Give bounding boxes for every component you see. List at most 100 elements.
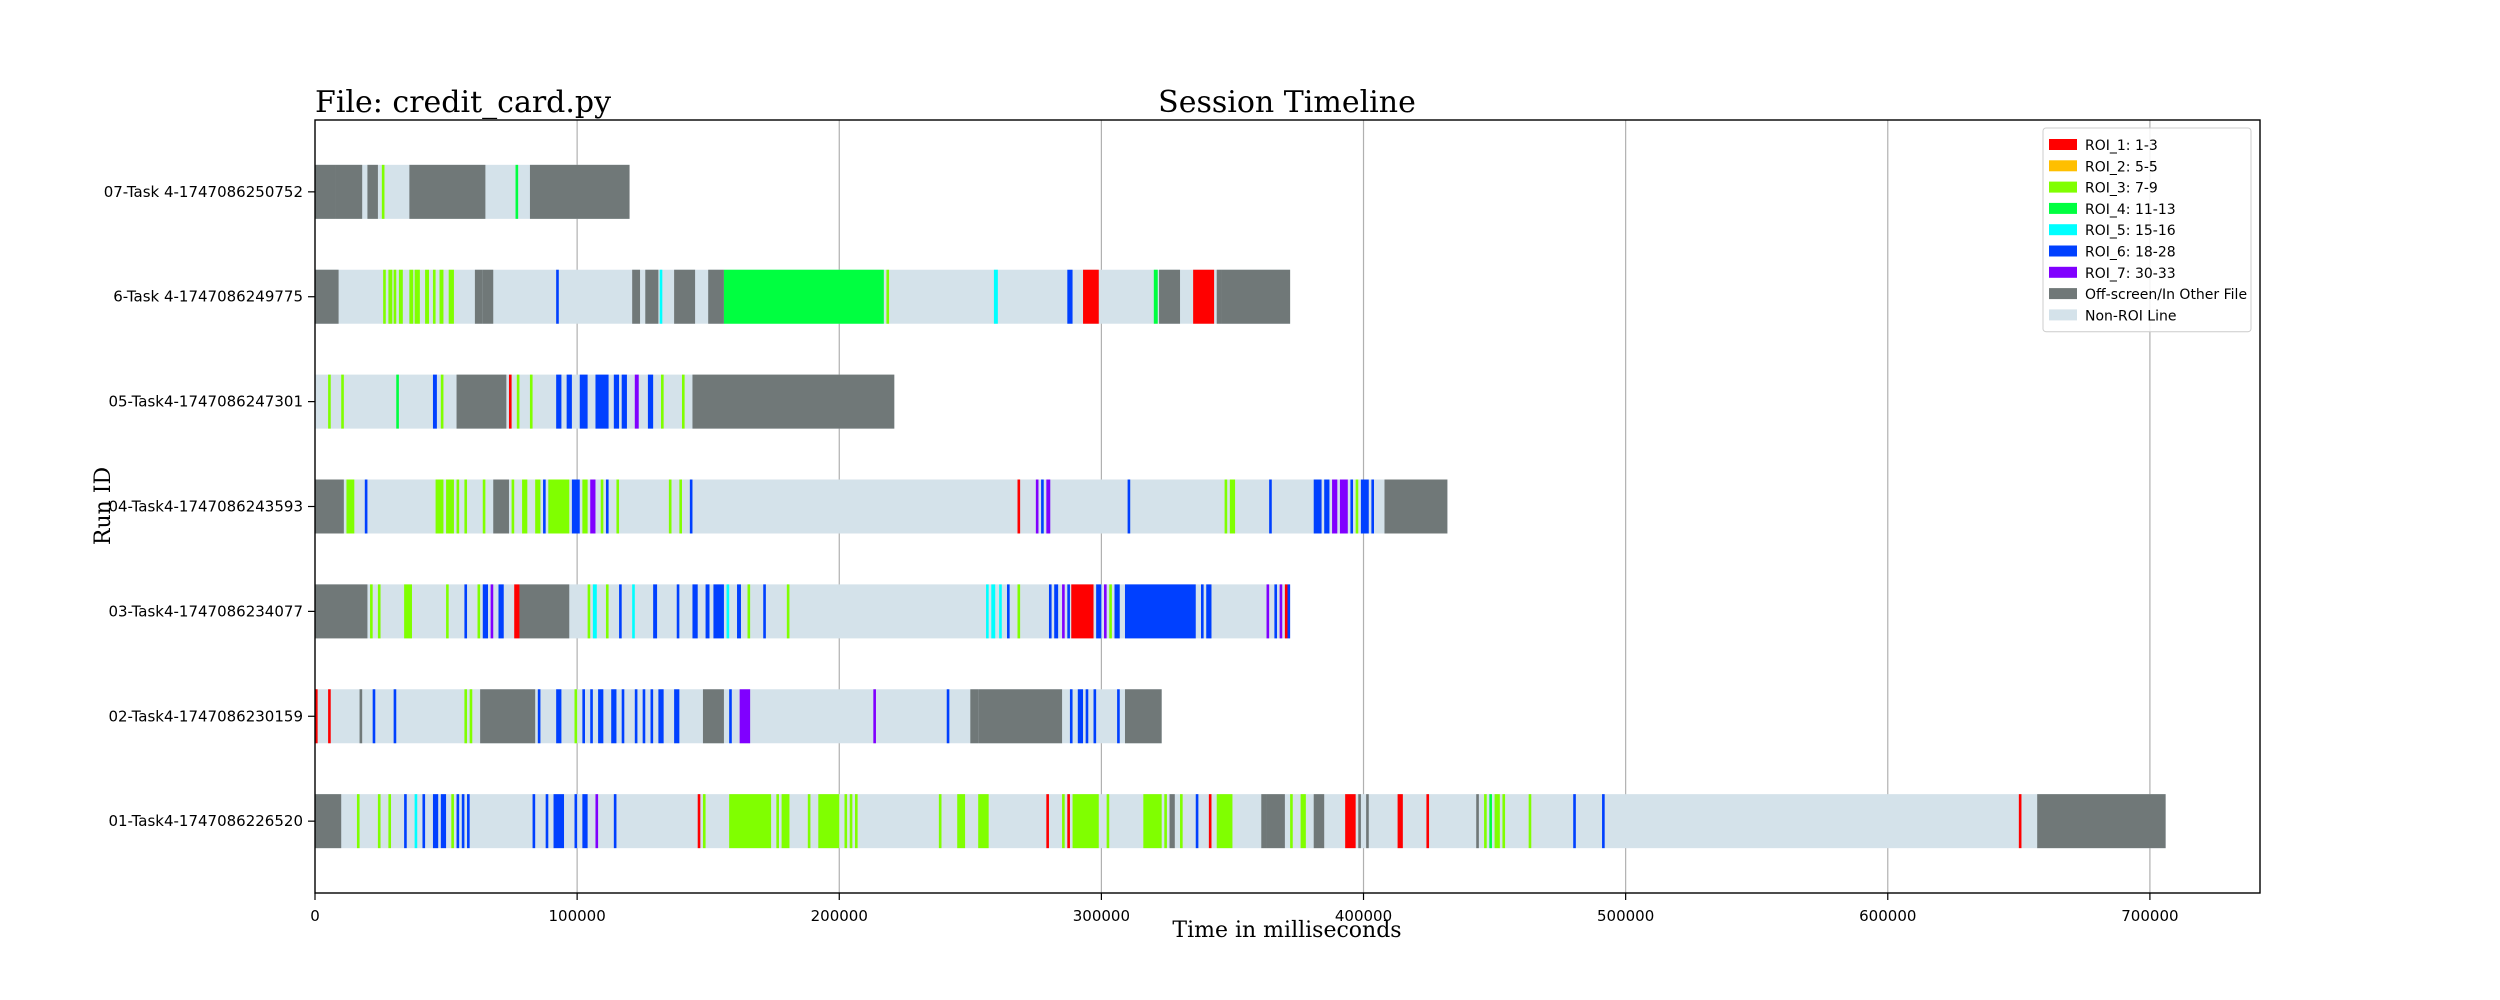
segment-roi3 [370,584,373,639]
segment-roi1 [315,689,318,744]
segment-roi3 [776,794,779,849]
segment-roi3 [464,689,468,744]
segment-off [1476,794,1479,849]
segment-off [315,794,342,849]
segment-roi1 [1067,794,1070,849]
segment-roi3 [574,689,578,744]
segment-roi1 [2018,794,2022,849]
segment-roi1 [1083,269,1099,324]
segment-roi3 [341,374,344,429]
segment-off [674,269,696,324]
segment-off [1313,794,1325,849]
segment-roi6 [1067,269,1073,324]
segment-roi5 [991,584,996,639]
segment-roi6 [621,689,625,744]
segment-off [1261,794,1267,849]
y-axis: 07-Task 4-1747086250752 6-Task 4-17470862… [104,183,315,830]
segment-roi6 [532,794,536,849]
segment-roi3 [1072,794,1099,849]
run-row [315,374,895,429]
segment-roi5 [632,584,635,639]
segment-roi3 [511,479,515,534]
segment-off [1169,794,1175,849]
segment-roi6 [1287,584,1291,639]
segment-roi6 [372,689,376,744]
run-row [315,584,1291,639]
segment-roi6 [582,794,588,849]
segment-roi4 [723,269,884,324]
segment-roi6 [1124,584,1196,639]
segment-roi6 [653,584,658,639]
segment-roi1 [1071,584,1094,639]
segment-roi6 [692,584,698,639]
segment-roi6 [440,794,447,849]
segment-roi3 [439,269,444,324]
segment-roi3 [702,794,706,849]
segment-off [367,164,378,219]
x-tick-label: 200000 [811,907,868,925]
segment-roi3 [446,584,449,639]
segment-roi6 [1313,479,1322,534]
segment-off [632,269,641,324]
segment-roi3 [1494,794,1500,849]
segment-off [493,479,509,534]
segment-roi3 [668,479,672,534]
segment-off [315,269,339,324]
y-tick-label: 05-Task4-1747086247301 [108,393,303,411]
segment-roi5 [659,269,663,324]
segment-roi6 [1200,584,1204,639]
segment-roi6 [1093,689,1097,744]
segment-roi6 [613,794,617,849]
segment-roi7 [634,374,639,429]
segment-roi6 [456,794,460,849]
segment-roi3 [679,479,682,534]
x-tick-label: 300000 [1073,907,1130,925]
segment-roi1 [508,374,512,429]
segment-roi6 [404,794,407,849]
segment-roi6 [650,689,654,744]
segment-roi6 [705,584,710,639]
segment-roi7 [1332,479,1338,534]
y-axis-label: Run ID [91,467,116,545]
legend-label: ROI_5: 15-16 [2085,223,2176,239]
segment-roi3 [398,269,403,324]
segment-roi3 [383,269,386,324]
segment-roi6 [1371,479,1375,534]
segment-roi1 [1017,479,1021,534]
segment-off [409,164,486,219]
segment-roi7 [1339,479,1348,534]
non-roi-span [315,794,2166,849]
segment-off [359,689,363,744]
segment-roi7 [873,689,876,744]
segment-off [692,374,895,429]
segment-roi3 [957,794,966,849]
segment-roi1 [1193,269,1215,324]
segment-roi3 [388,794,392,849]
y-tick-label: 02-Task4-1747086230159 [108,707,303,725]
segment-roi3 [535,479,541,534]
segment-roi6 [1007,584,1010,639]
run-row [315,164,630,219]
segment-roi7 [595,794,599,849]
segment-roi6 [543,479,546,534]
segment-roi6 [537,689,541,744]
legend-swatch [2049,309,2077,321]
segment-roi1 [514,584,520,639]
run-row [315,479,1448,534]
segment-roi6 [713,584,724,639]
segment-roi6 [1077,689,1084,744]
segment-off [482,269,494,324]
segment-roi6 [946,689,950,744]
segment-roi3 [548,479,570,534]
segment-roi5 [414,794,418,849]
segment-off [1358,794,1361,849]
segment-roi7 [1046,479,1051,534]
segment-roi6 [658,689,664,744]
segment-off [1221,269,1291,324]
y-tick-label: 03-Task4-1747086234077 [108,602,303,620]
segment-roi6 [1054,584,1059,639]
segment-roi6 [763,584,766,639]
segment-roi1 [328,689,331,744]
segment-roi6 [1573,794,1576,849]
segment-roi6 [737,584,741,639]
